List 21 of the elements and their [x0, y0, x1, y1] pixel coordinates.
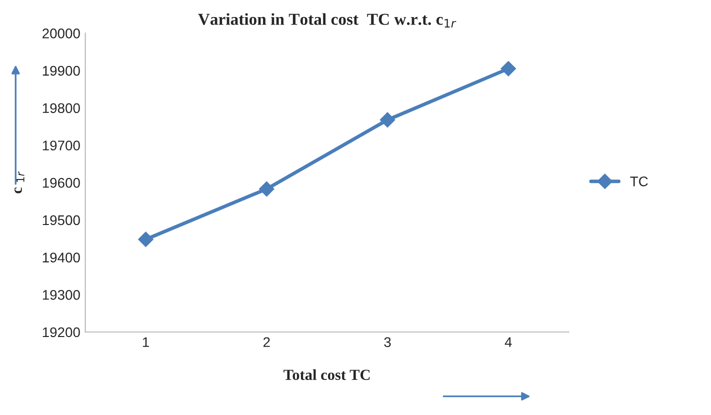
y-tick-label: 19800: [42, 103, 80, 114]
x-tick-label: 1: [142, 337, 149, 347]
y-tick-label: 19300: [42, 290, 80, 300]
point: [259, 181, 274, 197]
y-tick-label: 19900: [42, 66, 80, 76]
x-tick-label: 2: [263, 337, 270, 347]
y-axis-title: c $_{1r}$: [14, 171, 24, 194]
y-tick-label: 19700: [42, 140, 80, 150]
y-tick-label: 19500: [42, 215, 80, 226]
y-tick-label: 19400: [42, 252, 80, 262]
point: [138, 232, 154, 247]
y-tick-label: 19200: [42, 327, 80, 338]
x-axis-title: Total cost TC: [284, 369, 370, 380]
legend-label: TC: [630, 176, 648, 186]
y-tick-label: 19600: [42, 178, 80, 188]
point: [500, 61, 516, 76]
x-tick-label: 4: [504, 337, 512, 347]
point: [380, 112, 396, 128]
chart-title: Variation in Total cost TC w.r.t. c$_{1r}$: [198, 13, 456, 28]
x-tick-label: 3: [384, 337, 391, 348]
y-tick-label: 20000: [42, 28, 80, 38]
